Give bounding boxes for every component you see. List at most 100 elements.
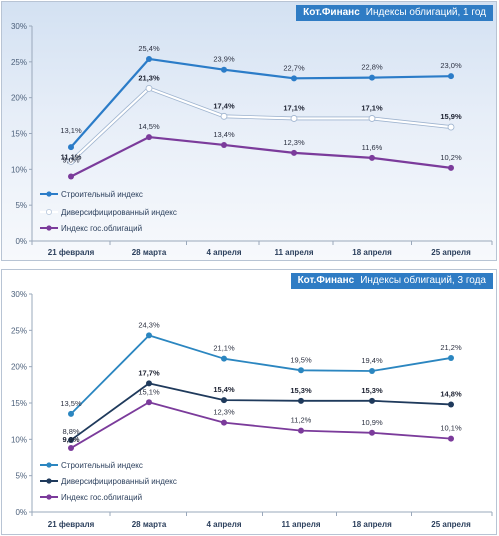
legend-label: Индекс гос.облигаций — [61, 224, 142, 233]
chart-1y: 0% 5% 10% 15% 20% 25% 30% 21 февраля 28 марта 4 а… — [11, 22, 493, 257]
legend-label: Диверсифицированный индекс — [61, 477, 177, 486]
data-label: 24,3% — [138, 320, 160, 329]
data-point — [448, 401, 454, 408]
y-tick-label: 20% — [11, 363, 27, 372]
data-label: 22,8% — [361, 63, 383, 72]
y-tick-label: 5% — [15, 472, 27, 481]
chart-banner-1y: Кот.Финанс Индексы облигаций, 1 год — [296, 5, 493, 21]
data-point — [448, 354, 454, 361]
chart-panel-3y: Кот.Финанс Индексы облигаций, 3 года 0% 5%… — [1, 269, 497, 535]
data-label: 11,6% — [362, 143, 383, 152]
legend: Строительный индекс Диверсифицированный и… — [40, 461, 177, 502]
x-tick-label: 21 февраля — [48, 520, 95, 529]
banner-title: Индексы облигаций, 3 года — [360, 275, 486, 286]
data-point — [68, 437, 74, 444]
data-point — [291, 149, 297, 156]
data-point — [145, 84, 153, 92]
data-point — [298, 427, 304, 434]
data-point — [146, 55, 152, 62]
data-label: 12,3% — [213, 408, 235, 417]
data-label: 21,3% — [138, 73, 160, 82]
series-line — [70, 87, 452, 163]
data-label: 14,5% — [138, 122, 160, 131]
data-point — [220, 112, 228, 120]
data-label: 13,5% — [60, 399, 82, 408]
data-point — [369, 397, 375, 404]
y-tick-label: 20% — [11, 94, 27, 103]
series-group: 13,1% 25,4% 23,9% 22,7% 22,8% 23,0% 11,1% 21,3%… — [60, 44, 462, 180]
x-tick-label: 28 марта — [132, 520, 167, 529]
data-point — [221, 141, 227, 148]
data-point — [68, 173, 74, 180]
data-label: 13,1% — [60, 126, 82, 135]
legend-label: Строительный индекс — [61, 190, 143, 199]
chart-panel-1y: Кот.Финанс Индексы облигаций, 1 год 0% 5% 1… — [1, 1, 497, 261]
legend-swatch-marker — [46, 478, 52, 484]
legend-label: Диверсифицированный индекс — [61, 208, 177, 217]
data-point — [68, 445, 74, 452]
data-point — [291, 75, 297, 82]
data-point — [448, 73, 454, 80]
data-label: 15,4% — [213, 385, 235, 394]
legend-swatch-marker — [46, 225, 52, 231]
data-point — [68, 144, 74, 151]
data-label: 10,9% — [361, 418, 383, 427]
data-point — [68, 410, 74, 417]
y-tick-label: 5% — [15, 201, 27, 210]
x-tick-label: 25 апреля — [431, 248, 471, 257]
data-point — [298, 367, 304, 374]
data-label: 9,0% — [62, 156, 79, 165]
y-axis: 0% 5% 10% 15% 20% 25% 30% — [11, 290, 33, 517]
data-point — [146, 399, 152, 406]
legend-swatch-marker — [46, 462, 52, 468]
data-label: 21,1% — [213, 344, 235, 353]
series-group: 13,5% 24,3% 21,1% 19,5% 19,4% 21,2% 9,9% 17,7% 1… — [60, 320, 462, 452]
y-tick-label: 30% — [11, 22, 27, 31]
y-axis: 0% 5% 10% 15% 20% 25% 30% — [11, 22, 33, 246]
legend: Строительный индекс Диверсифицированный и… — [40, 190, 177, 233]
data-label: 21,2% — [440, 343, 462, 352]
y-tick-label: 10% — [11, 165, 27, 174]
x-axis: 21 февраля 28 марта 4 апреля 11 апреля 18 ап… — [31, 511, 493, 529]
x-tick-label: 25 апреля — [431, 520, 471, 529]
data-point — [146, 380, 152, 387]
chart-banner-3y: Кот.Финанс Индексы облигаций, 3 года — [290, 273, 493, 289]
data-label: 17,1% — [283, 103, 305, 112]
data-label: 25,4% — [138, 44, 160, 53]
legend-swatch-marker — [46, 494, 52, 500]
data-point — [290, 115, 298, 122]
data-label: 17,7% — [138, 368, 160, 377]
data-label: 17,4% — [213, 101, 235, 110]
data-label: 15,3% — [361, 386, 383, 395]
data-label: 9,9% — [62, 435, 79, 444]
data-label: 23,9% — [213, 55, 235, 64]
x-axis: 21 февраля 28 марта 4 апреля 11 апреля 18 ап… — [31, 240, 493, 257]
legend-swatch-marker — [46, 209, 52, 215]
y-tick-label: 25% — [11, 326, 27, 335]
data-label: 15,1% — [138, 387, 160, 396]
series-line-shadow — [69, 86, 452, 163]
banner-brand: Кот.Финанс — [297, 275, 355, 286]
data-label: 10,2% — [440, 153, 462, 162]
data-label: 14,8% — [440, 389, 462, 398]
data-point — [447, 123, 455, 131]
y-tick-label: 0% — [15, 237, 27, 246]
x-tick-label: 4 апреля — [206, 520, 241, 529]
legend-swatch-marker — [46, 191, 52, 197]
y-tick-label: 30% — [11, 290, 27, 299]
y-tick-label: 10% — [11, 435, 27, 444]
legend-label: Индекс гос.облигаций — [61, 493, 142, 502]
y-tick-label: 15% — [11, 130, 27, 139]
data-label: 8,8% — [62, 427, 79, 436]
data-label: 17,1% — [361, 103, 383, 112]
series-line — [70, 401, 452, 449]
data-label: 19,4% — [361, 356, 383, 365]
series-line — [70, 382, 452, 441]
y-tick-label: 25% — [11, 58, 27, 67]
data-point — [369, 74, 375, 81]
data-label: 15,3% — [290, 386, 312, 395]
x-tick-label: 18 апреля — [352, 248, 392, 257]
data-point — [448, 435, 454, 442]
data-point — [221, 397, 227, 404]
data-point — [67, 158, 75, 165]
